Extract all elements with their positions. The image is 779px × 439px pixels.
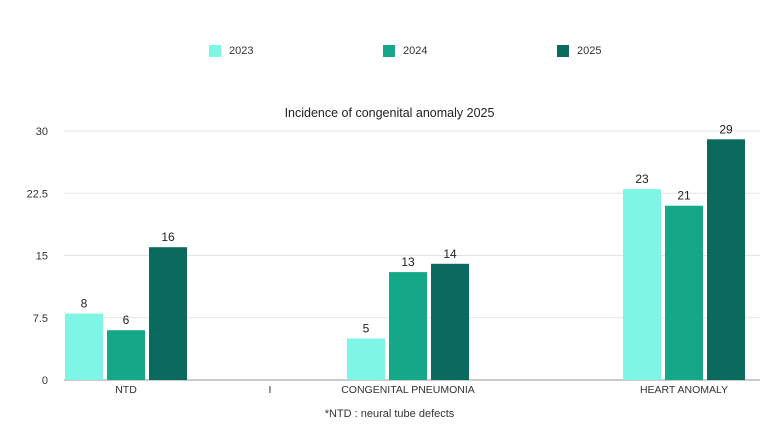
legend-label-2024: 2024 — [403, 45, 428, 57]
x-tick-label: HEART ANOMALY — [640, 384, 728, 396]
bar-2024 — [107, 330, 145, 380]
legend-item-2024: 2024 — [383, 45, 427, 57]
bar-2024 — [389, 272, 427, 380]
bar-2025 — [149, 247, 187, 380]
y-tick-label: 22.5 — [27, 188, 48, 200]
data-label: 8 — [81, 297, 88, 311]
chart-footnote: *NTD : neural tube defects — [324, 408, 455, 420]
data-label: 29 — [719, 122, 733, 136]
x-tick-label: CONGENITAL PNEUMONIA — [341, 384, 475, 396]
y-tick-label: 30 — [36, 126, 48, 138]
legend-swatch-2023 — [209, 45, 221, 57]
legend-swatch-2025 — [557, 45, 569, 57]
legend-item-2025: 2025 — [557, 45, 601, 57]
data-label: 13 — [401, 255, 415, 269]
legend-swatch-2024 — [383, 45, 395, 57]
bar-2025 — [431, 263, 469, 380]
data-label: 21 — [677, 189, 691, 203]
bar-2023 — [347, 338, 385, 380]
y-tick-label: 7.5 — [33, 313, 48, 325]
x-tick-label: I — [269, 384, 272, 396]
x-tick-label: NTD — [115, 384, 137, 396]
data-label: 23 — [635, 172, 649, 186]
chart-title: Incidence of congenital anomaly 2025 — [284, 106, 495, 120]
bar-2023 — [65, 313, 103, 380]
data-label: 6 — [123, 313, 130, 327]
bar-2023 — [623, 189, 661, 380]
bar-2024 — [665, 205, 703, 380]
data-label: 14 — [443, 247, 457, 261]
data-label: 5 — [363, 322, 370, 336]
legend: 2023 2024 2025 — [0, 45, 779, 65]
y-tick-label: 0 — [42, 375, 48, 387]
bar-2025 — [707, 139, 745, 380]
y-tick-label: 15 — [36, 251, 48, 263]
legend-label-2025: 2025 — [577, 45, 602, 57]
data-label: 16 — [161, 230, 175, 244]
legend-item-2023: 2023 — [209, 45, 253, 57]
legend-label-2023: 2023 — [229, 45, 254, 57]
